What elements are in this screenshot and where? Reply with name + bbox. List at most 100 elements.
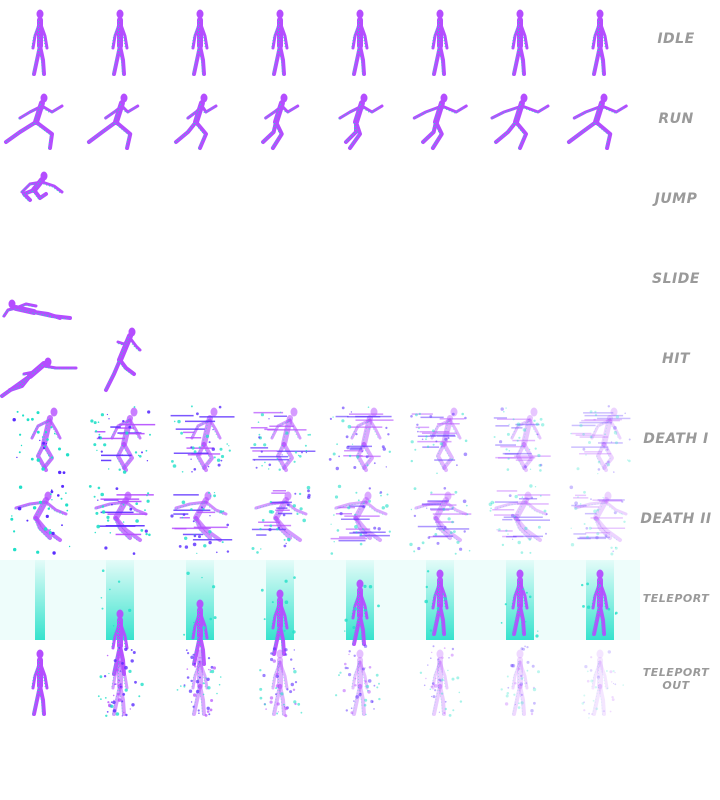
frames (0, 160, 640, 240)
row-label: TELEPORT (642, 592, 710, 605)
frame-teleport_out-6 (400, 640, 480, 720)
row-hit: HIT (0, 320, 720, 400)
frame-death1-1 (0, 400, 80, 480)
frame-teleport-7 (480, 560, 560, 640)
frame-teleport-8 (560, 560, 640, 640)
row-label: RUN (658, 111, 694, 127)
sprite-death2-4 (251, 485, 311, 554)
frames (0, 320, 640, 400)
sprite-idle-1 (31, 9, 49, 76)
frame-run-2 (80, 80, 160, 160)
frame-death1-4 (240, 400, 320, 480)
sprite-death2-3 (170, 491, 233, 554)
row-label: IDLE (657, 31, 695, 47)
frame-teleport-6 (400, 560, 480, 640)
frame-death2-2 (80, 480, 160, 560)
sprite-idle-4 (271, 9, 289, 76)
sprite-teleport-1 (0, 560, 80, 640)
frame-idle-1 (0, 0, 80, 80)
row-jump: JUMP (0, 160, 720, 240)
frame-run-4 (240, 80, 320, 160)
sprite-teleport-2 (80, 560, 160, 676)
sprite-death2-8 (569, 485, 628, 556)
frame-idle-2 (80, 0, 160, 80)
sprite-teleport_out-3 (176, 649, 222, 717)
frames (0, 0, 640, 80)
row-label: TELEPORT OUT (642, 666, 710, 692)
row-label: HIT (662, 351, 690, 367)
sprite-death1-5 (328, 406, 394, 472)
sprite-idle-5 (351, 9, 369, 76)
frame-teleport-4 (240, 560, 320, 656)
row-idle: IDLE (0, 0, 720, 80)
sprite-death1-3 (170, 405, 235, 473)
frame-teleport_out-2 (80, 640, 160, 720)
row-label: JUMP (654, 191, 698, 207)
frame-run-1 (0, 80, 80, 160)
sprite-idle-3 (191, 9, 209, 76)
sprite-teleport-6 (400, 560, 480, 640)
frame-teleport_out-1 (0, 640, 80, 720)
frames (0, 480, 640, 560)
sprite-teleport_out-4 (259, 647, 303, 718)
frame-idle-5 (320, 0, 400, 80)
frame-idle-8 (560, 0, 640, 80)
frame-teleport-2 (80, 560, 160, 676)
row-death-2: DEATH II (0, 480, 720, 560)
frame-death1-8 (560, 400, 640, 480)
sprite-hit-2 (104, 327, 142, 392)
sprite-idle-2 (111, 9, 129, 76)
frame-idle-7 (480, 0, 560, 80)
frame-teleport_out-8 (560, 640, 640, 720)
frame-death1-5 (320, 400, 400, 480)
frame-death2-8 (560, 480, 640, 560)
sprite-death2-5 (330, 484, 391, 555)
frame-death2-4 (240, 480, 320, 560)
sprite-death1-8 (570, 405, 631, 475)
sprite-teleport_out-6 (419, 645, 463, 717)
sprite-run-5 (338, 93, 384, 150)
sprite-death2-1 (10, 484, 71, 555)
frame-teleport_out-4 (240, 640, 320, 720)
sprite-slide-1 (2, 299, 72, 320)
frame-death1-6 (400, 400, 480, 480)
sprite-death1-2 (90, 406, 156, 474)
sprite-run-7 (490, 93, 550, 150)
frame-hit-2 (80, 320, 160, 400)
sprite-hit-1 (0, 357, 78, 398)
frames (0, 400, 640, 480)
sprite-teleport_out-5 (335, 644, 381, 716)
row-label: SLIDE (652, 271, 700, 287)
sprite-teleport-3 (160, 560, 240, 666)
sprite-idle-8 (591, 9, 609, 76)
row-label: DEATH II (640, 511, 712, 527)
sprite-teleport-8 (560, 560, 640, 640)
frame-teleport-3 (160, 560, 240, 666)
frame-teleport-5 (320, 560, 400, 646)
frame-run-8 (560, 80, 640, 160)
sprite-death2-7 (488, 484, 551, 554)
row-label: DEATH I (643, 431, 709, 447)
frame-run-7 (480, 80, 560, 160)
sprite-run-6 (412, 93, 468, 150)
frame-death1-7 (480, 400, 560, 480)
sprite-teleport_out-7 (500, 645, 540, 716)
frame-jump-1 (0, 160, 80, 240)
row-teleport-out: TELEPORT OUT (0, 640, 720, 720)
sprite-death1-6 (410, 407, 468, 475)
row-slide: SLIDE (0, 240, 720, 320)
frames (0, 80, 640, 160)
sprite-teleport-7 (480, 560, 560, 640)
frame-death1-3 (160, 400, 240, 480)
frame-run-3 (160, 80, 240, 160)
frame-death2-5 (320, 480, 400, 560)
frame-slide-1 (0, 240, 80, 320)
frames (0, 240, 640, 320)
sprite-teleport-5 (320, 560, 400, 646)
frame-death2-1 (0, 480, 80, 560)
sprite-jump-1 (20, 171, 64, 202)
row-run: RUN (0, 80, 720, 160)
frame-teleport-1 (0, 560, 80, 640)
sprite-run-2 (86, 93, 140, 150)
